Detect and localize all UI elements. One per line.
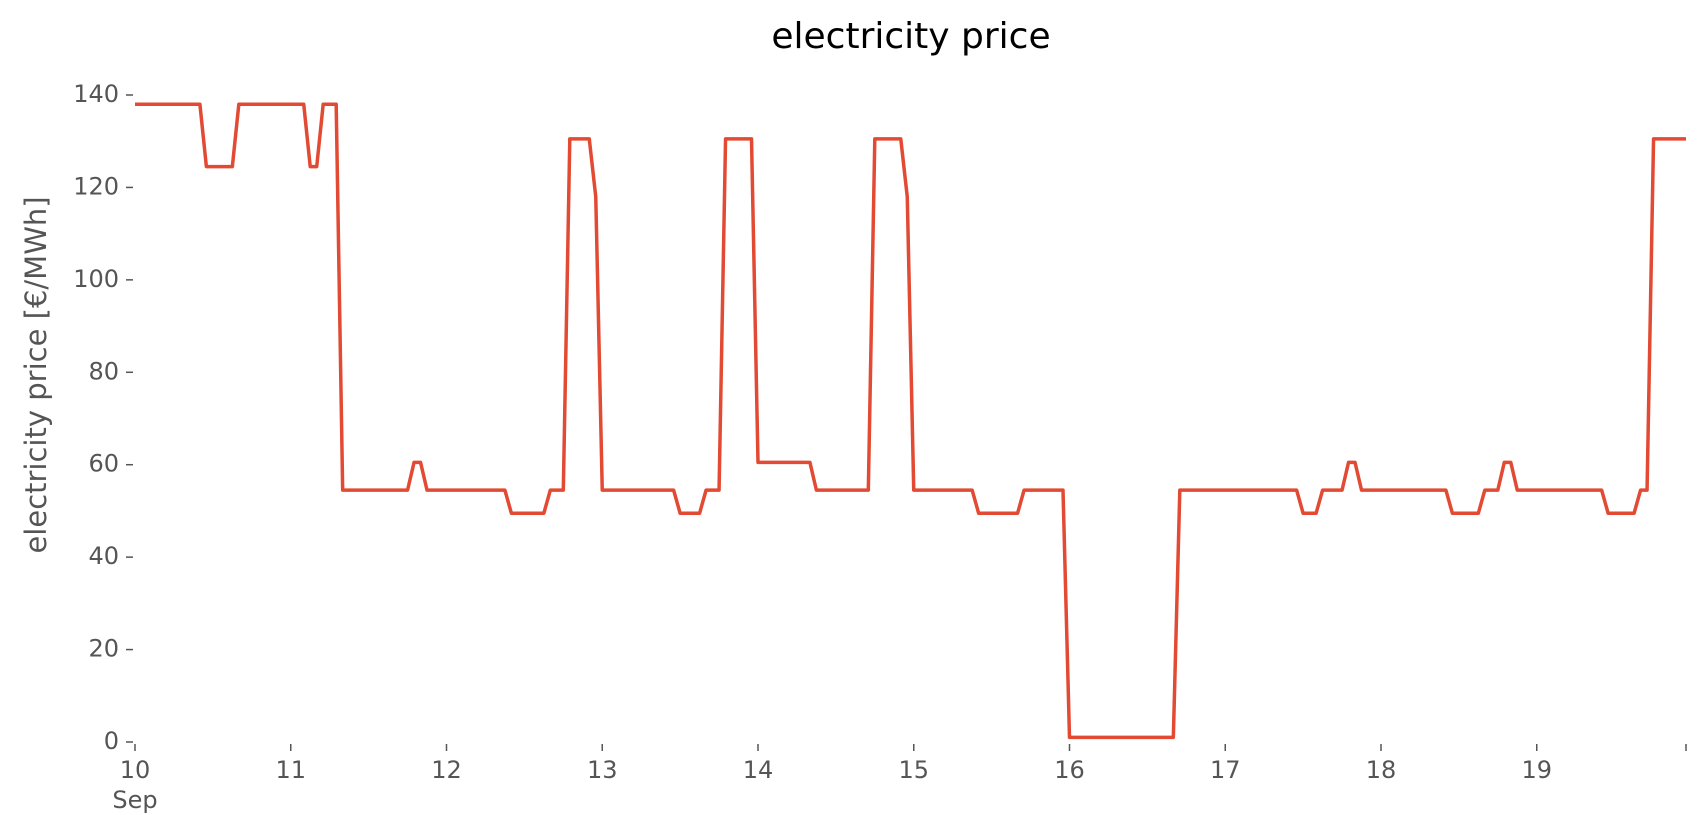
x-tick-label-line: Sep (112, 786, 157, 814)
x-tick-label: 13 (587, 756, 618, 784)
x-tick-label-line: 16 (1054, 756, 1085, 784)
x-tick-label: 17 (1210, 756, 1241, 784)
y-tick-label: 40 (88, 542, 119, 570)
y-tick-label: 140 (73, 80, 119, 108)
x-tick-label: 14 (743, 756, 774, 784)
y-axis-label: electricity price [€/MWh] (19, 196, 53, 553)
y-tick-label: 120 (73, 172, 119, 200)
y-tick-label: 100 (73, 265, 119, 293)
x-tick-label-line: 12 (431, 756, 462, 784)
x-tick-label: 12 (431, 756, 462, 784)
x-tick-label: 10Sep2025 (104, 756, 165, 815)
x-tick-label-line: 14 (743, 756, 774, 784)
x-tick-label: 19 (1521, 756, 1552, 784)
y-tick-label: 20 (88, 635, 119, 663)
y-tick-label: 80 (88, 357, 119, 385)
x-tick-label-line: 13 (587, 756, 618, 784)
x-tick-label: 11 (275, 756, 306, 784)
x-tick-label: 18 (1366, 756, 1397, 784)
x-tick-label-line: 19 (1521, 756, 1552, 784)
y-tick-label: 60 (88, 450, 119, 478)
price-line (135, 102, 1686, 740)
x-tick-label-line: 18 (1366, 756, 1397, 784)
x-tick-label-line: 10 (120, 756, 151, 784)
x-tick-label: 16 (1054, 756, 1085, 784)
x-tick-label-line: 11 (275, 756, 306, 784)
y-tick-label: 0 (104, 727, 119, 755)
x-tick-label-line: 15 (898, 756, 929, 784)
chart-title: electricity price (771, 16, 1050, 57)
x-tick-label: 15 (898, 756, 929, 784)
x-tick-label-line: 17 (1210, 756, 1241, 784)
